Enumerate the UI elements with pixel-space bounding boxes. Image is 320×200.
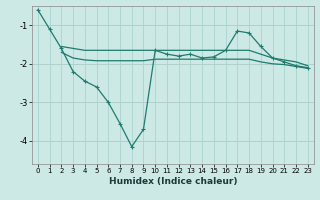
X-axis label: Humidex (Indice chaleur): Humidex (Indice chaleur)	[108, 177, 237, 186]
